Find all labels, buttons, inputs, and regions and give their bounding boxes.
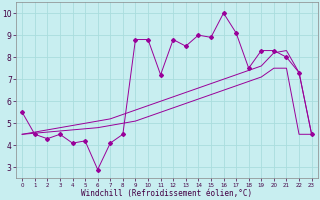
X-axis label: Windchill (Refroidissement éolien,°C): Windchill (Refroidissement éolien,°C) [81,189,252,198]
